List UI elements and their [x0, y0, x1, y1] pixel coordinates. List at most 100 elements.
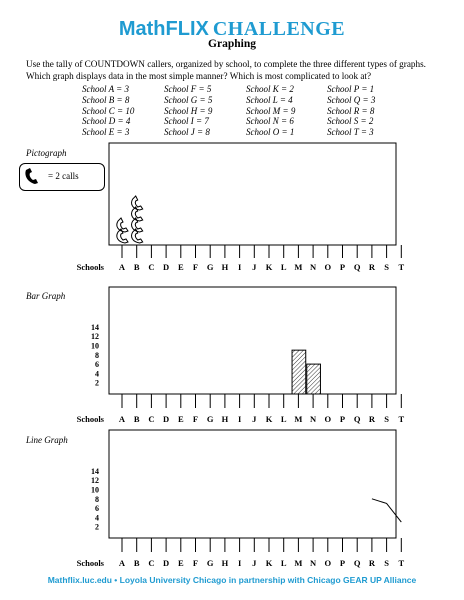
- bar-x-label-i: I: [238, 414, 242, 424]
- bar-x-label-j: J: [252, 414, 257, 424]
- pictograph-icon: [131, 195, 144, 211]
- pictograph-x-label-t: T: [398, 262, 404, 272]
- bar-y-tick-6: 6: [95, 360, 99, 369]
- pictograph-title: Pictograph: [26, 148, 67, 158]
- pictograph-x-label-e: E: [178, 262, 184, 272]
- bar-y-tick-10: 10: [91, 342, 99, 351]
- instructions: Use the tally of COUNTDOWN callers, orga…: [26, 59, 426, 81]
- pictograph-x-label-s: S: [384, 262, 389, 272]
- header-challenge: CHALLENGE: [212, 18, 346, 40]
- line-x-label-h: H: [222, 558, 229, 568]
- line-series: [371, 498, 402, 523]
- pictograph-icon: [116, 228, 129, 244]
- pictograph-icon: [116, 217, 129, 233]
- pictograph-x-label-h: H: [222, 262, 229, 272]
- bar-x-label-f: F: [193, 414, 198, 424]
- line-x-label-l: L: [281, 558, 287, 568]
- line-y-tick-2: 2: [95, 523, 99, 532]
- tally-entry: School T = 3: [327, 127, 374, 138]
- line-x-label-e: E: [178, 558, 184, 568]
- tally-entry: School Q = 3: [327, 94, 376, 105]
- line-graph-title: Line Graph: [26, 435, 68, 445]
- pictograph-plot-box: [108, 142, 397, 246]
- bar-y-tick-12: 12: [91, 332, 99, 341]
- pictograph-x-label-b: B: [134, 262, 140, 272]
- tally-entry: School D = 4: [82, 116, 131, 127]
- bar-x-label-o: O: [324, 414, 331, 424]
- bar-x-label-t: T: [398, 414, 404, 424]
- tally-column: School K = 2 School L = 4 School M = 9 Scho…: [246, 84, 328, 138]
- line-x-label-q: Q: [354, 558, 361, 568]
- footer: Mathflix.luc.edu • Loyola University Chi…: [47, 575, 417, 585]
- tally-entry: School C = 10: [82, 105, 135, 116]
- line-y-tick-14: 14: [91, 467, 99, 476]
- page-subtitle: Graphing: [208, 38, 256, 50]
- pictograph-x-label-m: M: [294, 262, 302, 272]
- line-y-tick-4: 4: [95, 513, 99, 522]
- tally-entry: School N = 6: [246, 116, 294, 127]
- pictograph-icon: [131, 228, 144, 244]
- line-y-tick-10: 10: [91, 486, 99, 495]
- line-x-label-p: P: [340, 558, 345, 568]
- pictograph-x-label-l: L: [281, 262, 287, 272]
- pictograph-x-label-d: D: [163, 262, 169, 272]
- tally-column: School P = 1 School Q = 3 School R = 8 Scho…: [327, 84, 409, 138]
- line-y-tick-12: 12: [91, 476, 99, 485]
- line-x-label-s: S: [384, 558, 389, 568]
- bar-y-tick-4: 4: [95, 369, 99, 378]
- tally-column: School A = 3 School B = 8 School C = 10 Sch…: [82, 84, 164, 138]
- tally-column: School F = 5 School G = 5 School H = 9 Scho…: [164, 84, 246, 138]
- brand-logo: MathFLIX: [118, 18, 209, 40]
- pictograph-schools-label: Schools: [77, 262, 105, 272]
- pictograph-x-label-r: R: [369, 262, 376, 272]
- line-x-label-k: K: [266, 558, 273, 568]
- bar-x-label-r: R: [369, 414, 376, 424]
- line-x-label-r: R: [369, 558, 376, 568]
- line-x-label-n: N: [310, 558, 317, 568]
- bar-x-label-p: P: [340, 414, 345, 424]
- bar-y-tick-14: 14: [91, 323, 99, 332]
- tally-entry: School P = 1: [327, 84, 375, 94]
- tally-entry: School M = 9: [246, 105, 296, 116]
- pictograph-x-label-q: Q: [354, 262, 361, 272]
- pictograph-x-label-g: G: [207, 262, 214, 272]
- pictograph-x-label-o: O: [324, 262, 331, 272]
- line-x-label-t: T: [398, 558, 404, 568]
- bar-plot-box: [108, 286, 397, 395]
- bar-x-label-s: S: [384, 414, 389, 424]
- bar-x-label-k: K: [266, 414, 273, 424]
- telephone-handset-icon: [25, 168, 38, 184]
- bar-y-tick-2: 2: [95, 379, 99, 388]
- pictograph-x-label-j: J: [252, 262, 257, 272]
- line-x-label-i: I: [238, 558, 242, 568]
- bar-x-label-g: G: [207, 414, 214, 424]
- tally-entry: School O = 1: [246, 127, 295, 138]
- bar-n: [306, 363, 321, 395]
- tally-entry: School G = 5: [164, 94, 213, 105]
- line-x-label-j: J: [252, 558, 257, 568]
- bar-schools-label: Schools: [77, 414, 105, 424]
- tally-entry: School L = 4: [246, 94, 293, 105]
- pictograph-x-label-i: I: [238, 262, 242, 272]
- line-x-label-f: F: [193, 558, 198, 568]
- tally-entry: School F = 5: [164, 84, 212, 94]
- bar-m: [291, 349, 307, 395]
- bar-x-label-l: L: [281, 414, 287, 424]
- tally-entry: School E = 3: [82, 127, 130, 138]
- tally-entry: School J = 8: [164, 127, 210, 138]
- line-x-label-a: A: [119, 558, 126, 568]
- bar-y-tick-8: 8: [95, 351, 99, 360]
- line-schools-label: Schools: [77, 558, 105, 568]
- line-x-label-c: C: [148, 558, 154, 568]
- pictograph-legend: = 2 calls: [19, 163, 105, 191]
- line-x-label-g: G: [207, 558, 214, 568]
- line-y-tick-8: 8: [95, 495, 99, 504]
- bar-x-label-b: B: [134, 414, 140, 424]
- tally-entry: School K = 2: [246, 84, 294, 94]
- bar-x-label-q: Q: [354, 414, 361, 424]
- line-x-label-m: M: [294, 558, 302, 568]
- pictograph-icon: [131, 217, 144, 233]
- pictograph-x-label-k: K: [266, 262, 273, 272]
- line-x-label-o: O: [324, 558, 331, 568]
